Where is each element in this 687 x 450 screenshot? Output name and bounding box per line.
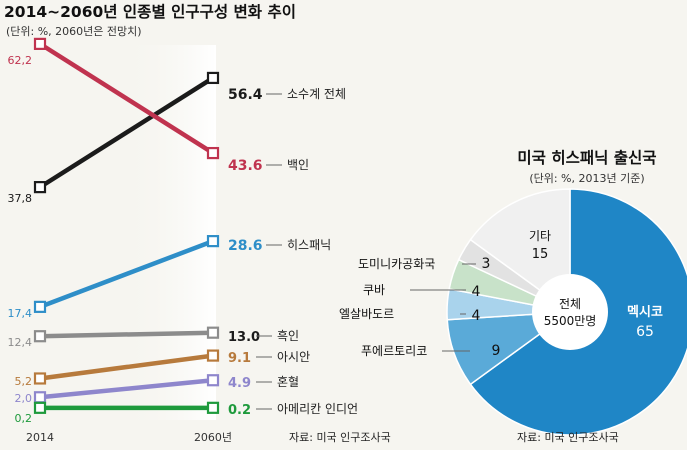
left-value-label-6: 0,2 [15, 412, 33, 425]
series-marker-4-0 [33, 372, 47, 385]
pie-chart-title: 미국 히스패닉 출신국 [517, 148, 656, 167]
series-name-6: 아메리칸 인디언 [277, 402, 358, 416]
pie-group: 전체 5500만명 멕시코 65 기타 15 9 푸에르토리코 4 엘살바도르 4 쿠바 3 도미니카공화… [339, 188, 687, 436]
left-value-label-1: 62,2 [8, 54, 33, 67]
right-value-label-1: 43.6 [228, 158, 263, 174]
series-marker-5-0 [33, 391, 47, 404]
right-value-label-0: 56.4 [228, 87, 263, 103]
pie-slice-value-3: 4 [472, 284, 481, 300]
pie-slice-name-1: 푸에르토리코 [361, 344, 427, 358]
pie-slice-name-0: 멕시코 [627, 304, 663, 320]
series-line-2 [39, 239, 214, 309]
pie-slice-5 [469, 188, 571, 314]
right-value-label-3: 13.0 [228, 330, 260, 345]
series-line-4 [39, 353, 214, 381]
pie-slice-value-4: 3 [482, 256, 491, 272]
series-marker-1-1 [206, 146, 220, 160]
series-marker-0-1 [206, 71, 220, 85]
left-value-label-2: 17,4 [8, 307, 33, 320]
series-marker-6-1 [206, 401, 220, 414]
left-value-label-0: 37,8 [8, 192, 33, 205]
series-name-5: 혼혈 [277, 375, 299, 389]
pie-slice-value-2: 4 [472, 308, 481, 324]
series-line-5 [39, 377, 214, 400]
series-line-1 [38, 41, 215, 155]
series-marker-5-1 [206, 374, 220, 387]
pie-slice-value-0: 65 [636, 324, 654, 340]
right-value-label-4: 9.1 [228, 351, 251, 366]
series-marker-3-0 [33, 330, 47, 343]
series-marker-1-0 [33, 37, 47, 50]
series-marker-6-0 [33, 401, 47, 414]
pie-slice-name-5: 기타 [529, 229, 551, 243]
series-name-3: 흑인 [277, 329, 299, 343]
series-line-3 [39, 330, 214, 339]
series-name-4: 아시안 [277, 350, 310, 364]
series-marker-2-0 [33, 300, 47, 313]
pie-slice-name-4: 도미니카공화국 [358, 257, 435, 271]
line-series-group: 37,8 56.4 소수계 전체 62,2 43.6 백인 17,4 28.6 히스패닉 12,4… [8, 37, 358, 425]
pie-center-label-0: 전체 [559, 297, 581, 311]
pie-slice-name-2: 엘살바도르 [339, 307, 394, 321]
pie-center-label-1: 5500만명 [544, 314, 597, 328]
pie-center-hole [532, 274, 608, 350]
series-name-0: 소수계 전체 [287, 87, 346, 101]
left-value-label-4: 5,2 [15, 375, 33, 388]
pie-slice-value-5: 15 [532, 247, 549, 262]
series-marker-2-1 [206, 235, 220, 248]
right-value-label-5: 4.9 [228, 376, 251, 391]
line-chart-source: 자료: 미국 인구조사국 [289, 431, 391, 444]
x-tick-2060: 2060년 [194, 431, 232, 444]
line-chart-subtitle: (단위: %, 2060년은 전망치) [6, 25, 142, 38]
pie-slice-value-1: 9 [492, 343, 501, 359]
series-name-2: 히스패닉 [287, 238, 331, 252]
series-line-0 [38, 76, 215, 190]
pie-chart-subtitle: (단위: %, 2013년 기준) [529, 172, 644, 185]
series-marker-3-1 [206, 326, 220, 339]
pie-slice-name-3: 쿠바 [363, 283, 385, 297]
pie-chart-source: 자료: 미국 인구조사국 [517, 431, 619, 444]
left-value-label-3: 12,4 [8, 336, 33, 349]
right-value-label-6: 0.2 [228, 403, 251, 418]
series-marker-0-0 [33, 181, 47, 194]
series-name-1: 백인 [287, 158, 309, 172]
left-value-label-5: 2,0 [15, 392, 33, 405]
line-chart-title: 2014~2060년 인종별 인구구성 변화 추이 [4, 2, 296, 21]
x-tick-2014: 2014 [26, 431, 54, 444]
series-marker-4-1 [206, 349, 220, 362]
right-value-label-2: 28.6 [228, 238, 263, 254]
